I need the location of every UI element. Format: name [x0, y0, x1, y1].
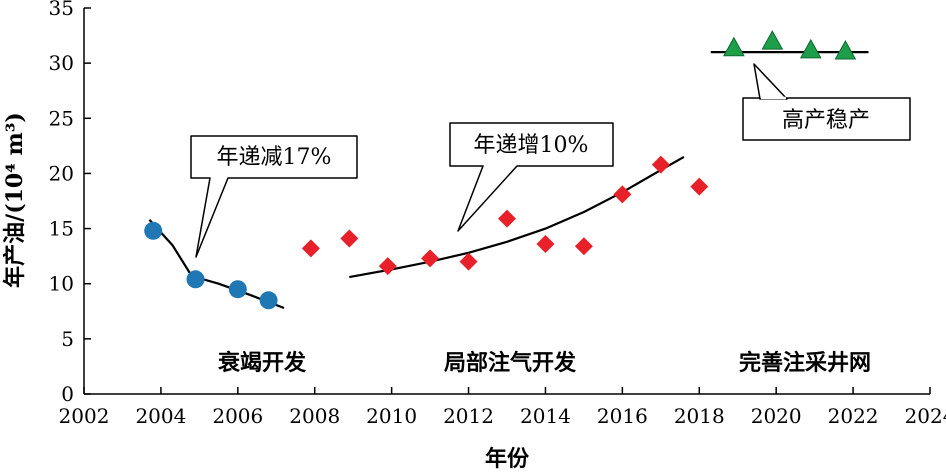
- x-tick-label: 2024: [905, 404, 946, 428]
- data-point-circle: [186, 270, 205, 289]
- x-tick-label: 2010: [366, 404, 417, 428]
- callout-decline-bubble: [190, 135, 358, 258]
- x-ticks: 2002 2004 2006 2008 2010 2012 2014 2016 2018 2020…: [59, 387, 946, 428]
- phase-label-gas-injection: 局部注气开发: [444, 350, 577, 376]
- callout-stable-text: 高产稳产: [782, 108, 870, 133]
- x-tick-label: 2016: [597, 404, 648, 428]
- data-point-triangle: [799, 38, 822, 59]
- data-point-triangle: [723, 36, 745, 57]
- y-tick-label: 0: [61, 382, 74, 406]
- data-point-diamond: [459, 252, 478, 271]
- y-tick-label: 15: [49, 217, 74, 241]
- callout-increase-bubble: [449, 122, 614, 232]
- y-tick-label: 35: [49, 0, 74, 20]
- y-tick-label: 20: [49, 161, 74, 185]
- x-axis-title: 年份: [485, 446, 530, 472]
- data-point-triangle: [761, 30, 784, 50]
- y-tick-label: 25: [49, 106, 74, 130]
- x-tick-label: 2006: [212, 404, 263, 428]
- data-point-diamond: [536, 235, 555, 254]
- y-tick-label: 10: [49, 272, 74, 296]
- x-tick-label: 2004: [135, 404, 186, 428]
- x-tick-label: 2008: [289, 404, 340, 428]
- data-point-circle: [228, 280, 247, 299]
- x-tick-label: 2012: [443, 404, 494, 428]
- data-point-diamond: [651, 155, 670, 174]
- callout-decline: 年递减17%: [190, 135, 358, 258]
- data-point-circle: [144, 221, 163, 240]
- data-point-triangle: [834, 39, 857, 60]
- plot-frame: [83, 8, 930, 395]
- data-point-circle: [259, 291, 278, 310]
- data-point-diamond: [613, 185, 632, 204]
- y-tick-label: 30: [49, 51, 74, 75]
- callout-stable-pointer: [753, 63, 788, 100]
- y-axis-title: 年产油/(10⁴ m³): [2, 112, 28, 288]
- callout-stable: 高产稳产: [742, 63, 911, 141]
- x-tick-label: 2002: [59, 404, 110, 428]
- data-point-diamond: [574, 237, 593, 256]
- phase-label-well-pattern: 完善注采井网: [739, 350, 871, 376]
- y-ticks: 0 5 10 15 20 25 30 35: [49, 0, 91, 406]
- data-point-diamond: [378, 257, 397, 276]
- trend-line: [349, 155, 685, 279]
- callout-increase: 年递增10%: [449, 122, 614, 232]
- callout-stable-bubble: [742, 97, 911, 141]
- trend-line: [148, 218, 285, 310]
- phase-label-decline: 衰竭开发: [217, 350, 307, 376]
- data-point-diamond: [690, 177, 709, 196]
- data-point-diamond: [340, 229, 359, 248]
- callout-decline-text: 年递减17%: [217, 145, 332, 170]
- y-tick-label: 5: [61, 327, 74, 351]
- x-tick-label: 2018: [674, 404, 725, 428]
- data-point-diamond: [421, 249, 440, 268]
- data-point-diamond: [301, 239, 320, 258]
- x-tick-label: 2020: [751, 404, 802, 428]
- data-points: [144, 30, 857, 310]
- data-point-diamond: [498, 209, 516, 228]
- callout-increase-text: 年递增10%: [474, 133, 589, 158]
- x-tick-label: 2022: [828, 404, 879, 428]
- x-tick-label: 2014: [520, 404, 571, 428]
